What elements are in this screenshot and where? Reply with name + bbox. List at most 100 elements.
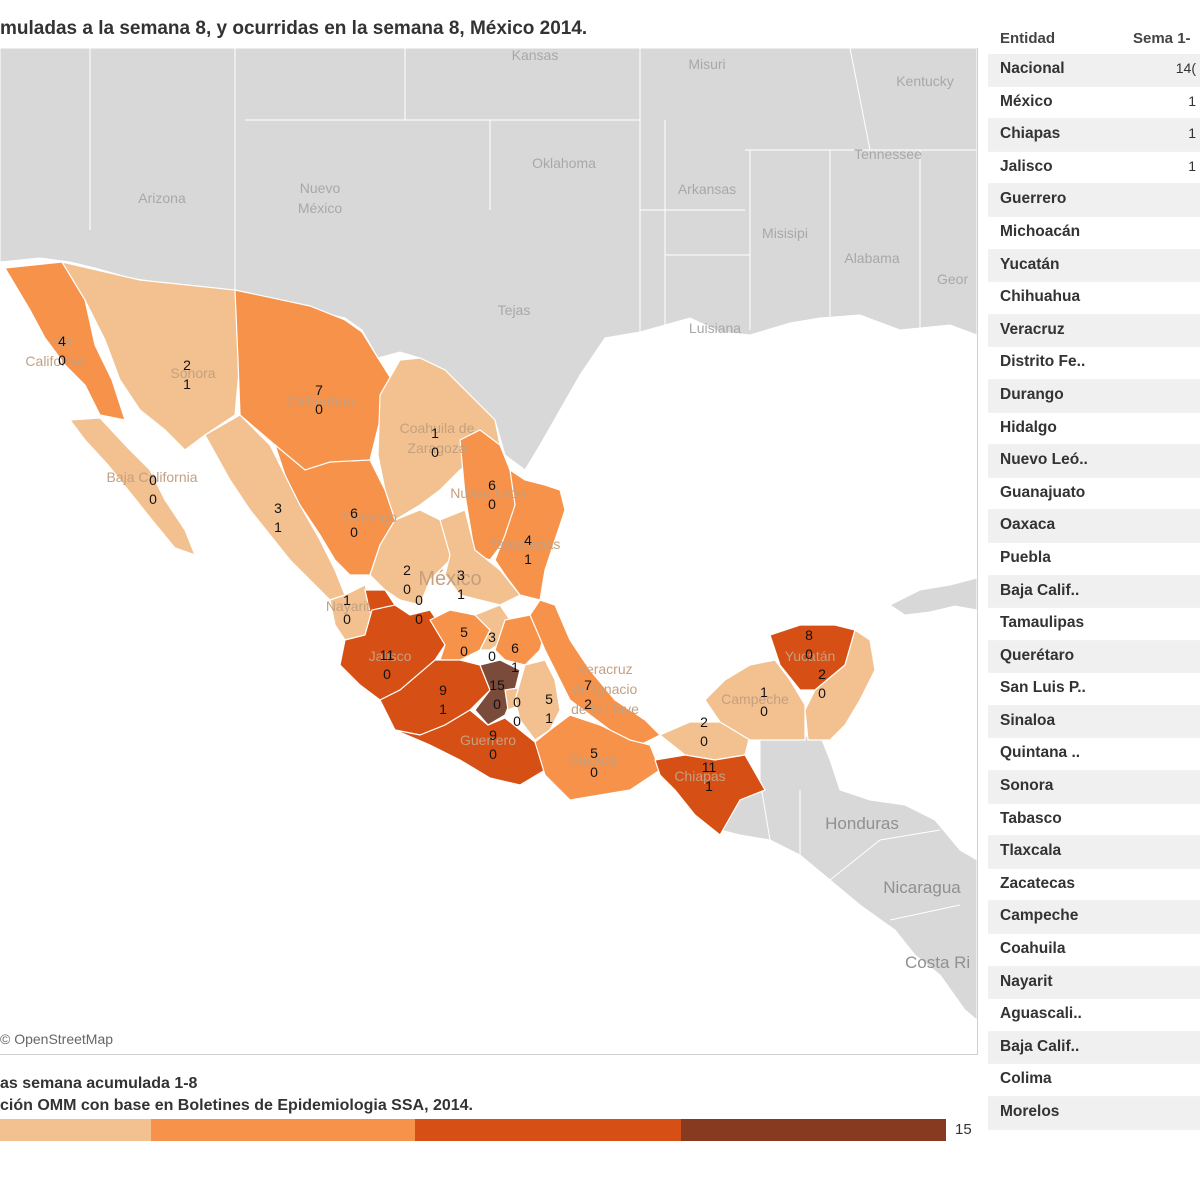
table-entity: Hidalgo — [1000, 418, 1057, 436]
table-row[interactable]: Veracruz — [988, 314, 1200, 348]
table-row[interactable]: Chiapas 1 — [988, 119, 1200, 152]
label-chiapas: Chiapas — [674, 768, 725, 784]
table-row[interactable]: Oaxaca — [988, 510, 1200, 543]
label-campeche: Campeche — [721, 691, 789, 707]
state-cum-value: 5 — [460, 624, 468, 640]
state-cum-value: 1 — [343, 592, 351, 608]
table-row[interactable]: Guanajuato — [988, 478, 1200, 511]
legend-swatch — [415, 1119, 681, 1141]
label-georgia: Geor — [937, 271, 968, 287]
label-luisiana: Luisiana — [689, 320, 741, 336]
table-row[interactable]: Chihuahua — [988, 282, 1200, 315]
label-sonora: Sonora — [170, 365, 215, 381]
table-entity: Quintana .. — [1000, 744, 1081, 762]
table-row[interactable]: Tlaxcala — [988, 836, 1200, 869]
label-nuevo-mexico-1: Nuevo — [300, 180, 341, 196]
table-row[interactable]: Aguascali.. — [988, 999, 1200, 1032]
state-cum-value: 15 — [489, 677, 505, 693]
state-cum-value: 6 — [350, 505, 358, 521]
table-row[interactable]: Yucatán — [988, 249, 1200, 283]
table-value: 1 — [1188, 157, 1196, 174]
table-entity: Oaxaca — [1000, 516, 1056, 534]
table-entity: Colima — [1000, 1070, 1052, 1088]
state-week-value: 1 — [183, 376, 191, 392]
table-row[interactable]: San Luis P.. — [988, 673, 1200, 706]
label-jalisco: Jalisco — [369, 648, 412, 664]
table-row[interactable]: Puebla — [988, 543, 1200, 576]
state-guerrero — [394, 709, 546, 786]
table-row[interactable]: Colima — [988, 1064, 1200, 1097]
header-entity[interactable]: Entidad — [1000, 30, 1055, 47]
state-campeche — [704, 659, 806, 741]
table-row[interactable]: Sinaloa — [988, 705, 1200, 739]
table-entity: Aguascali.. — [1000, 1005, 1082, 1023]
table-value: 14( — [1175, 60, 1196, 76]
table-row[interactable]: Quintana .. — [988, 738, 1200, 772]
state-week-value: 0 — [431, 444, 439, 460]
table-entity: Durango — [1000, 385, 1064, 403]
state-cum-value: 2 — [403, 562, 411, 578]
label-tejas: Tejas — [498, 302, 531, 318]
state-week-value: 0 — [460, 643, 468, 659]
table-row[interactable]: Durango — [988, 379, 1200, 413]
table-row[interactable]: Hidalgo — [988, 413, 1200, 446]
table-header: Entidad Sema 1- — [988, 26, 1200, 54]
label-baja-california-2: California — [25, 353, 84, 369]
label-coahuila-1: Coahuila de — [400, 420, 475, 436]
label-baja-california-sur: Baja California — [106, 469, 197, 485]
state-cum-value: 5 — [545, 691, 553, 707]
table-row[interactable]: México 1 — [988, 87, 1200, 120]
table-row[interactable]: Nacional 14( — [988, 54, 1200, 87]
state-cum-value: 5 — [590, 745, 598, 761]
state-oaxaca — [534, 714, 661, 801]
state-cum-value: 1 — [760, 684, 768, 700]
table-entity: Jalisco — [1000, 157, 1053, 175]
state-week-value: 0 — [403, 581, 411, 597]
table-row[interactable]: Baja Calif.. — [988, 575, 1200, 609]
legend-title: as semana acumulada 1-8 — [0, 1075, 198, 1092]
state-week-value: 0 — [350, 524, 358, 540]
legend-swatch — [151, 1119, 415, 1141]
label-mexico-country: México — [418, 568, 481, 590]
table-body: Nacional 14(México 1 Chiapas 1 Jalisco 1 Guerre… — [988, 54, 1200, 1130]
table-row[interactable]: Campeche — [988, 901, 1200, 935]
label-kansas: Kansas — [512, 48, 559, 63]
state-cum-value: 9 — [489, 727, 497, 743]
table-row[interactable]: Nuevo Leó.. — [988, 445, 1200, 478]
label-chihuahua: Chihuahua — [286, 393, 354, 409]
label-tamaulipas: Tamaulipas — [490, 536, 561, 552]
table-entity: Baja Calif.. — [1000, 1037, 1080, 1055]
label-nuevo-leon: Nuevo León — [450, 485, 526, 501]
table-row[interactable]: Morelos — [988, 1097, 1200, 1130]
table-row[interactable]: Tamaulipas — [988, 608, 1200, 641]
state-week-value: 1 — [439, 701, 447, 717]
table-entity: Querétaro — [1000, 646, 1075, 664]
table-row[interactable]: Distrito Fe.. — [988, 347, 1200, 380]
table-row[interactable]: Guerrero — [988, 184, 1200, 217]
state-cum-value: 0 — [149, 472, 157, 488]
table-row[interactable]: Nayarit — [988, 966, 1200, 1000]
table-row[interactable]: Coahuila — [988, 934, 1200, 967]
state-cum-value: 9 — [439, 682, 447, 698]
table-row[interactable]: Baja Calif.. — [988, 1031, 1200, 1065]
table-row[interactable]: Zacatecas — [988, 869, 1200, 902]
table-row[interactable]: Michoacán — [988, 217, 1200, 250]
state-week-value: 1 — [705, 778, 713, 794]
state-tamaulipas — [494, 468, 566, 601]
label-baja-california-1: aja — [54, 333, 73, 349]
table-row[interactable]: Tabasco — [988, 804, 1200, 837]
table-entity: Veracruz — [1000, 320, 1065, 338]
state-cum-value: 4 — [524, 532, 532, 548]
header-week[interactable]: Sema 1- — [1133, 30, 1191, 47]
table-row[interactable]: Sonora — [988, 771, 1200, 804]
state-cum-value: 7 — [584, 677, 592, 693]
table-entity: Chiapas — [1000, 125, 1061, 143]
label-arizona: Arizona — [138, 190, 186, 206]
table-row[interactable]: Querétaro — [988, 640, 1200, 674]
state-cum-value: 7 — [315, 382, 323, 398]
table-entity: Nuevo Leó.. — [1000, 451, 1088, 469]
state-week-value: 0 — [488, 648, 496, 664]
table-row[interactable]: Jalisco 1 — [988, 152, 1200, 185]
choropleth-map[interactable]: Kansas Misuri Kentucky Oklahoma Tennesse… — [0, 47, 978, 1055]
legend-max-label: 15 — [955, 1121, 972, 1138]
